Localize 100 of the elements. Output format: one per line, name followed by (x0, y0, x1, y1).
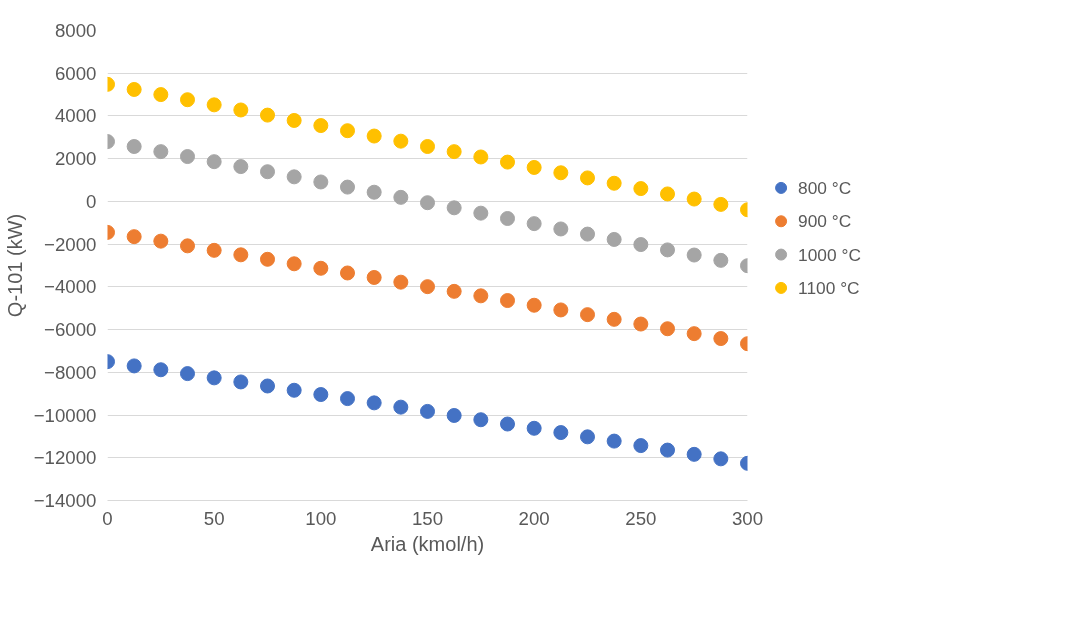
point (393, 133, 409, 149)
point (606, 175, 622, 191)
y-tick-label: −10000 (33, 404, 97, 426)
point (206, 370, 222, 386)
point (660, 186, 675, 202)
point (233, 159, 249, 175)
point (393, 399, 409, 415)
point (553, 165, 569, 181)
point (553, 221, 569, 237)
point (313, 118, 329, 134)
x-axis-title: Aria (kmol/h) (370, 532, 485, 555)
y-axis-title: Q-101 (kW) (3, 213, 26, 318)
x-tick-label: 0 (102, 507, 113, 529)
point (313, 174, 329, 190)
point (473, 149, 489, 165)
point (180, 238, 195, 254)
x-tick-label: 100 (305, 507, 337, 529)
point (153, 87, 169, 103)
point (286, 256, 302, 272)
point (446, 144, 462, 160)
y-tick-label: 2000 (55, 148, 97, 170)
legend-label: 800 °C (798, 177, 852, 198)
point (313, 387, 329, 403)
point (340, 179, 355, 195)
point (366, 395, 382, 411)
x-tick-label: 150 (411, 507, 444, 529)
point (393, 189, 409, 205)
point (206, 154, 222, 170)
point (393, 274, 409, 290)
point (126, 81, 142, 97)
point (606, 311, 622, 327)
point (526, 297, 542, 313)
y-tick-label: 4000 (55, 105, 97, 127)
point (500, 416, 515, 432)
point (633, 316, 649, 332)
point (633, 181, 649, 197)
point (660, 321, 675, 337)
point (446, 283, 462, 299)
point (500, 293, 515, 309)
point (420, 403, 435, 419)
point (340, 265, 355, 281)
legend-label: 1000 °C (798, 244, 861, 265)
point (500, 154, 515, 170)
point (233, 102, 249, 118)
point (233, 247, 249, 263)
point (713, 451, 729, 467)
point (180, 92, 195, 108)
point (180, 149, 195, 165)
y-tick-label: 6000 (55, 62, 97, 84)
point (206, 242, 222, 258)
point (713, 196, 729, 212)
y-tick-label: −8000 (44, 361, 97, 383)
point (260, 107, 275, 123)
point (553, 302, 569, 318)
x-tick-label: 250 (625, 507, 657, 529)
point (580, 170, 595, 186)
point (366, 184, 382, 200)
point (206, 97, 222, 113)
y-tick-label: −2000 (44, 233, 97, 255)
point (286, 169, 302, 185)
point (180, 366, 195, 382)
point (686, 191, 702, 207)
y-tick-label: −14000 (33, 490, 97, 511)
y-tick-label: −4000 (44, 276, 97, 298)
point (686, 247, 702, 263)
point (526, 420, 542, 436)
y-tick-label: 0 (86, 190, 97, 212)
point (580, 429, 595, 445)
y-tick-label: −12000 (33, 447, 97, 469)
point (660, 442, 675, 458)
point (286, 382, 302, 398)
point (286, 112, 302, 128)
legend-label: 1100 °C (798, 277, 860, 298)
point (153, 362, 169, 378)
legend-label: 900 °C (798, 211, 852, 232)
point (446, 200, 462, 216)
y-tick-label: −6000 (44, 319, 97, 341)
point (366, 128, 382, 144)
point (126, 139, 142, 154)
point (446, 407, 462, 423)
point (153, 144, 169, 160)
point (473, 412, 489, 428)
point (606, 231, 622, 247)
point (713, 252, 729, 268)
point (526, 216, 542, 232)
point (580, 307, 595, 323)
point (126, 229, 142, 245)
point (420, 195, 435, 211)
point (366, 269, 382, 285)
point (260, 378, 275, 394)
point (473, 205, 489, 221)
point (340, 391, 355, 407)
point (580, 226, 595, 242)
point (500, 211, 515, 226)
point (633, 438, 649, 454)
point (153, 233, 169, 249)
point (473, 288, 489, 304)
point (686, 326, 702, 342)
point (233, 374, 249, 390)
point (420, 139, 435, 154)
